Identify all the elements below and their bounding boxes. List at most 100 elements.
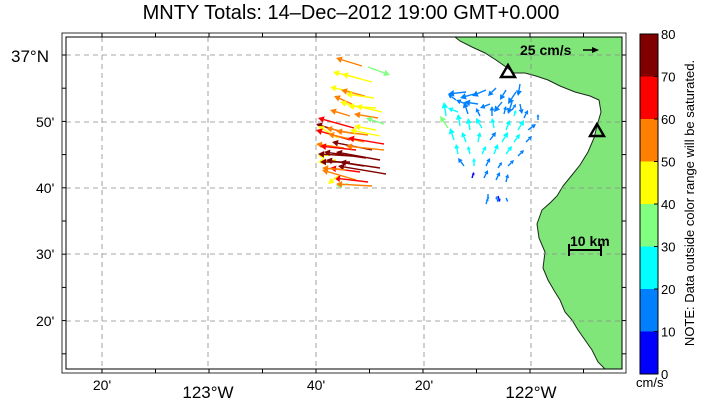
scale-vector-arrow (583, 47, 599, 53)
map-title: MNTY Totals: 14–Dec–2012 19:00 GMT+0.000 (142, 2, 560, 24)
current-vector-shaft (489, 135, 494, 141)
current-vector-head (336, 56, 343, 63)
current-vector-shaft (371, 119, 385, 125)
current-vector-shaft (345, 162, 381, 169)
lon-label-122w: 122°W (505, 383, 556, 402)
current-vector-shaft (503, 109, 506, 115)
current-vector-head (366, 116, 373, 124)
colorbar-segment (640, 34, 658, 77)
lon-label-123w: 123°W (182, 383, 233, 402)
colorbar-segment (640, 204, 658, 247)
current-vector-shaft (341, 152, 381, 161)
current-vector-shaft (484, 103, 491, 107)
current-vector-shaft (347, 74, 373, 83)
current-vector-shaft (469, 102, 479, 105)
lat-label-50: 50' (36, 114, 54, 130)
current-vector-shaft (523, 113, 527, 119)
current-vector-head (318, 151, 325, 158)
current-vector-shaft (491, 87, 497, 93)
current-vector-head (476, 132, 482, 137)
current-vector-head (519, 150, 524, 155)
current-vector-shaft (507, 162, 512, 167)
current-vector-head (509, 160, 514, 165)
colorbar (639, 33, 659, 375)
current-vector-shaft (505, 177, 508, 183)
current-vector-shaft (505, 149, 510, 155)
current-vector-head (503, 106, 508, 111)
current-vector-head (326, 125, 333, 133)
current-vector-shaft (341, 59, 363, 67)
current-vector-head (316, 141, 323, 149)
current-vector-head (530, 124, 536, 129)
colorbar-segment (640, 289, 658, 332)
current-vector-head (508, 97, 515, 104)
triangle-station-east[interactable] (587, 121, 607, 138)
current-vector-head (350, 127, 357, 135)
current-vector-head (527, 136, 532, 141)
current-vector-shaft (346, 90, 366, 97)
current-vector-head (460, 93, 467, 100)
current-vector-shaft (509, 101, 513, 109)
current-vector-shaft (465, 107, 469, 115)
current-vector-shaft (323, 118, 355, 129)
current-vector-head (500, 94, 506, 100)
current-vector-shaft (463, 136, 467, 143)
current-vector-head (322, 168, 329, 175)
current-vector-head (536, 114, 540, 117)
current-vector-head (489, 106, 495, 111)
triangle-station-north[interactable] (498, 62, 518, 79)
current-vector-head (354, 111, 361, 119)
current-vector-head (462, 102, 469, 109)
lat-major-text: 37°N (11, 47, 49, 66)
current-vector-head (491, 132, 496, 138)
current-vector-shaft (442, 120, 449, 129)
current-vector-shaft (355, 130, 381, 137)
current-vector-head (348, 135, 355, 143)
current-vector-head (440, 116, 447, 123)
current-vector-head (493, 144, 499, 150)
current-vector-shaft (339, 178, 369, 183)
current-vector-shaft (351, 94, 375, 99)
current-vector-shaft (478, 122, 483, 129)
current-vector-shaft (343, 166, 387, 175)
current-vector-head (348, 103, 355, 110)
current-vector-head (497, 198, 501, 202)
current-vector-head (336, 128, 343, 136)
lat-label-20: 20' (36, 313, 54, 329)
map-frame-outer (61, 32, 627, 374)
current-vector-head (482, 146, 487, 151)
map-grid (66, 37, 622, 369)
current-vector-head (448, 128, 455, 135)
current-vector-head (448, 107, 454, 113)
current-vector-head (328, 132, 335, 139)
current-vector-shaft (497, 164, 501, 169)
current-vector-head (454, 144, 460, 149)
current-vector-shaft (329, 152, 367, 159)
current-vector-head (480, 103, 486, 109)
current-vector-shaft (327, 167, 347, 171)
current-vector-shaft (518, 83, 521, 91)
lon-label-40: 40' (307, 377, 325, 393)
current-vector-head (515, 90, 522, 96)
current-vector-head (330, 108, 337, 115)
map-frame (65, 36, 623, 370)
scale-distance-label: 10 km (570, 233, 610, 249)
current-vector-shaft (341, 183, 373, 187)
colorbar-segment (640, 161, 658, 205)
current-vector-head (326, 157, 333, 165)
lon-label-20-mid: 20' (415, 377, 433, 393)
current-vector-head (507, 146, 512, 152)
colorbar-note: NOTE: Data outside color range will be s… (682, 60, 697, 346)
lon-label-20-left: 20' (93, 377, 111, 393)
current-vector-shaft (353, 138, 385, 145)
current-vector-head (334, 95, 341, 102)
current-vector-head (472, 90, 479, 97)
scale-distance-bar (568, 244, 602, 256)
current-vector-shaft (492, 122, 495, 129)
current-vector-shaft (468, 149, 471, 155)
current-vector-head (466, 146, 471, 151)
colorbar-segment (640, 76, 658, 120)
current-vector-shaft (496, 198, 499, 203)
station-markers[interactable] (498, 62, 607, 138)
